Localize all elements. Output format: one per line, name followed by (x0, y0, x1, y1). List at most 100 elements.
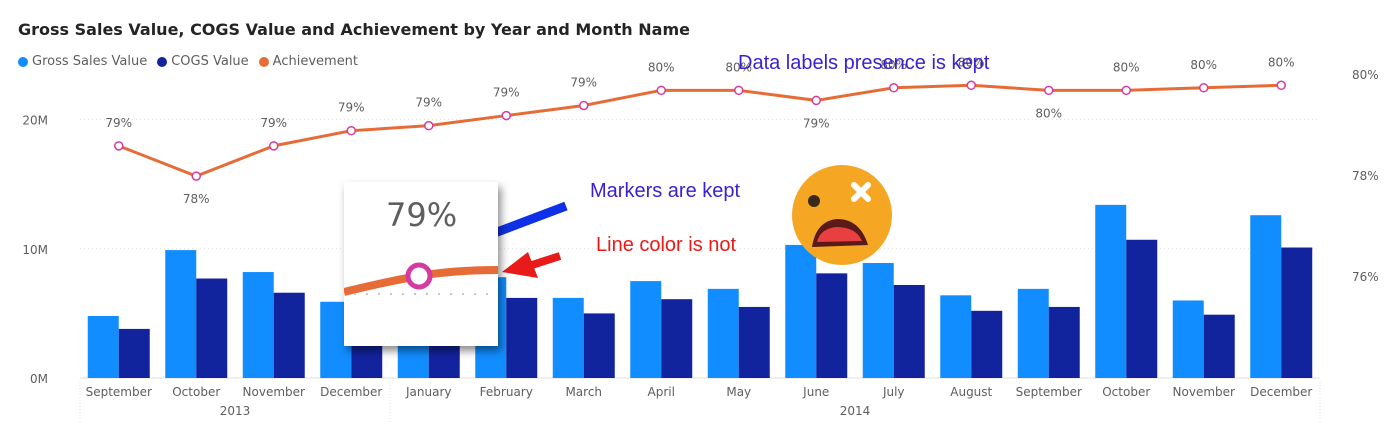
annotation-line-color: Line color is not (596, 234, 737, 256)
achievement-marker (656, 85, 666, 96)
achievement-data-label: 80% (880, 58, 907, 72)
achievement-marker (1199, 83, 1209, 93)
zoom-marker (405, 262, 433, 290)
achievement-marker (269, 141, 279, 151)
bar-gross-sales (630, 281, 662, 378)
annotation-data-labels: Data labels presence is kept (738, 52, 990, 74)
x-tick-label: February (480, 385, 533, 399)
bar-cogs (1126, 239, 1158, 378)
achievement-data-label: 80% (1190, 58, 1217, 72)
y-tick-label: 10M (22, 243, 48, 257)
x-tick-label: June (802, 385, 829, 399)
legend: Gross Sales Value COGS Value Achievement (18, 54, 358, 69)
achievement-line-layer: 79% 78% 79% 79% 79% 79% 79% 80% 80% 79% 80% 80% 80% 8… (105, 55, 1294, 206)
bar-cogs (816, 273, 848, 378)
achievement-marker (1276, 80, 1286, 91)
bar-cogs (1203, 314, 1235, 378)
achievement-data-label: 80% (725, 60, 752, 74)
achievement-marker (501, 110, 511, 121)
bar-cogs (1281, 247, 1313, 378)
legend-marker-gross-sales (18, 56, 28, 67)
bar-cogs (196, 278, 228, 378)
achievement-data-label: 80% (1113, 60, 1140, 74)
achievement-data-label: 80% (958, 55, 985, 69)
achievement-marker (191, 171, 201, 181)
legend-item-cogs[interactable]: COGS Value (157, 54, 249, 69)
x-tick-label: December (320, 385, 382, 399)
bar-gross-sales (552, 297, 584, 378)
bar-cogs (1048, 306, 1080, 378)
achievement-data-label: 79% (105, 116, 132, 130)
axes: 0M 10M 20M 76% 78% 80% September October Novembe… (22, 68, 1379, 422)
bars (87, 204, 1313, 378)
bar-gross-sales (87, 315, 119, 378)
x-tick-label: September (1016, 385, 1082, 399)
x-tick-label: July (882, 385, 905, 399)
achievement-marker (889, 83, 899, 93)
achievement-data-label: 79% (493, 86, 520, 100)
zoom-line (344, 262, 498, 296)
legend-item-achievement[interactable]: Achievement (258, 54, 359, 69)
achievement-marker (1121, 85, 1131, 96)
legend-label-cogs: COGS Value (171, 54, 249, 69)
achievement-data-label: 80% (1268, 55, 1295, 69)
bar-gross-sales (165, 250, 197, 378)
achievement-marker (579, 100, 589, 111)
dizzy-face-icon (792, 165, 892, 265)
bar-gross-sales (862, 263, 894, 378)
annotation-markers: Markers are kept (590, 180, 741, 202)
year-label: 2013 (220, 404, 251, 418)
bar-gross-sales (1095, 204, 1127, 378)
achievement-marker (1044, 85, 1054, 96)
x-tick-label: May (726, 385, 751, 399)
achievement-marker (424, 120, 434, 131)
bar-cogs (738, 306, 770, 378)
achievement-marker (966, 80, 976, 91)
legend-item-gross-sales[interactable]: Gross Sales Value (18, 54, 147, 69)
bar-gross-sales (707, 288, 739, 378)
legend-marker-achievement (258, 56, 269, 67)
y2-tick-label: 76% (1352, 270, 1379, 284)
x-tick-label: November (1173, 385, 1235, 399)
y2-tick-label: 80% (1352, 68, 1379, 82)
bar-gross-sales (1250, 215, 1282, 378)
achievement-marker (811, 95, 821, 106)
bar-cogs (506, 297, 538, 378)
bar-gross-sales (785, 244, 817, 378)
bar-gross-sales (242, 272, 274, 378)
achievement-data-label: 80% (1035, 106, 1062, 120)
zoom-data-label: 79% (386, 196, 458, 234)
bar-cogs (971, 310, 1003, 378)
achievement-data-label: 79% (570, 75, 597, 89)
achievement-marker (114, 141, 124, 151)
chart-title: Gross Sales Value, COGS Value and Achiev… (18, 20, 690, 39)
achievement-data-label: 79% (260, 116, 287, 130)
x-tick-label: December (1250, 385, 1312, 399)
legend-label-achievement: Achievement (272, 54, 359, 69)
y2-tick-label: 78% (1352, 169, 1379, 183)
bar-gross-sales (1017, 288, 1049, 378)
bar-cogs (118, 328, 150, 378)
x-tick-label: September (86, 385, 152, 399)
achievement-data-label: 79% (338, 101, 365, 115)
y-tick-label: 20M (22, 114, 48, 128)
achievement-data-label: 80% (648, 60, 675, 74)
achievement-line (118, 83, 1282, 178)
bar-cogs (583, 313, 615, 378)
x-tick-label: October (1102, 385, 1150, 399)
legend-marker-cogs (157, 56, 168, 67)
achievement-data-label: 79% (415, 96, 442, 110)
achievement-marker (734, 85, 744, 96)
bar-cogs (893, 284, 925, 378)
achievement-marker (346, 125, 356, 136)
x-tick-label: March (565, 385, 602, 399)
x-tick-label: October (172, 385, 220, 399)
x-tick-label: April (648, 385, 675, 399)
achievement-data-label: 79% (803, 116, 830, 130)
bar-cogs (273, 292, 305, 378)
x-tick-label: November (243, 385, 305, 399)
achievement-data-label: 78% (183, 192, 210, 206)
bar-cogs (661, 299, 693, 378)
bar-gross-sales (940, 295, 972, 378)
